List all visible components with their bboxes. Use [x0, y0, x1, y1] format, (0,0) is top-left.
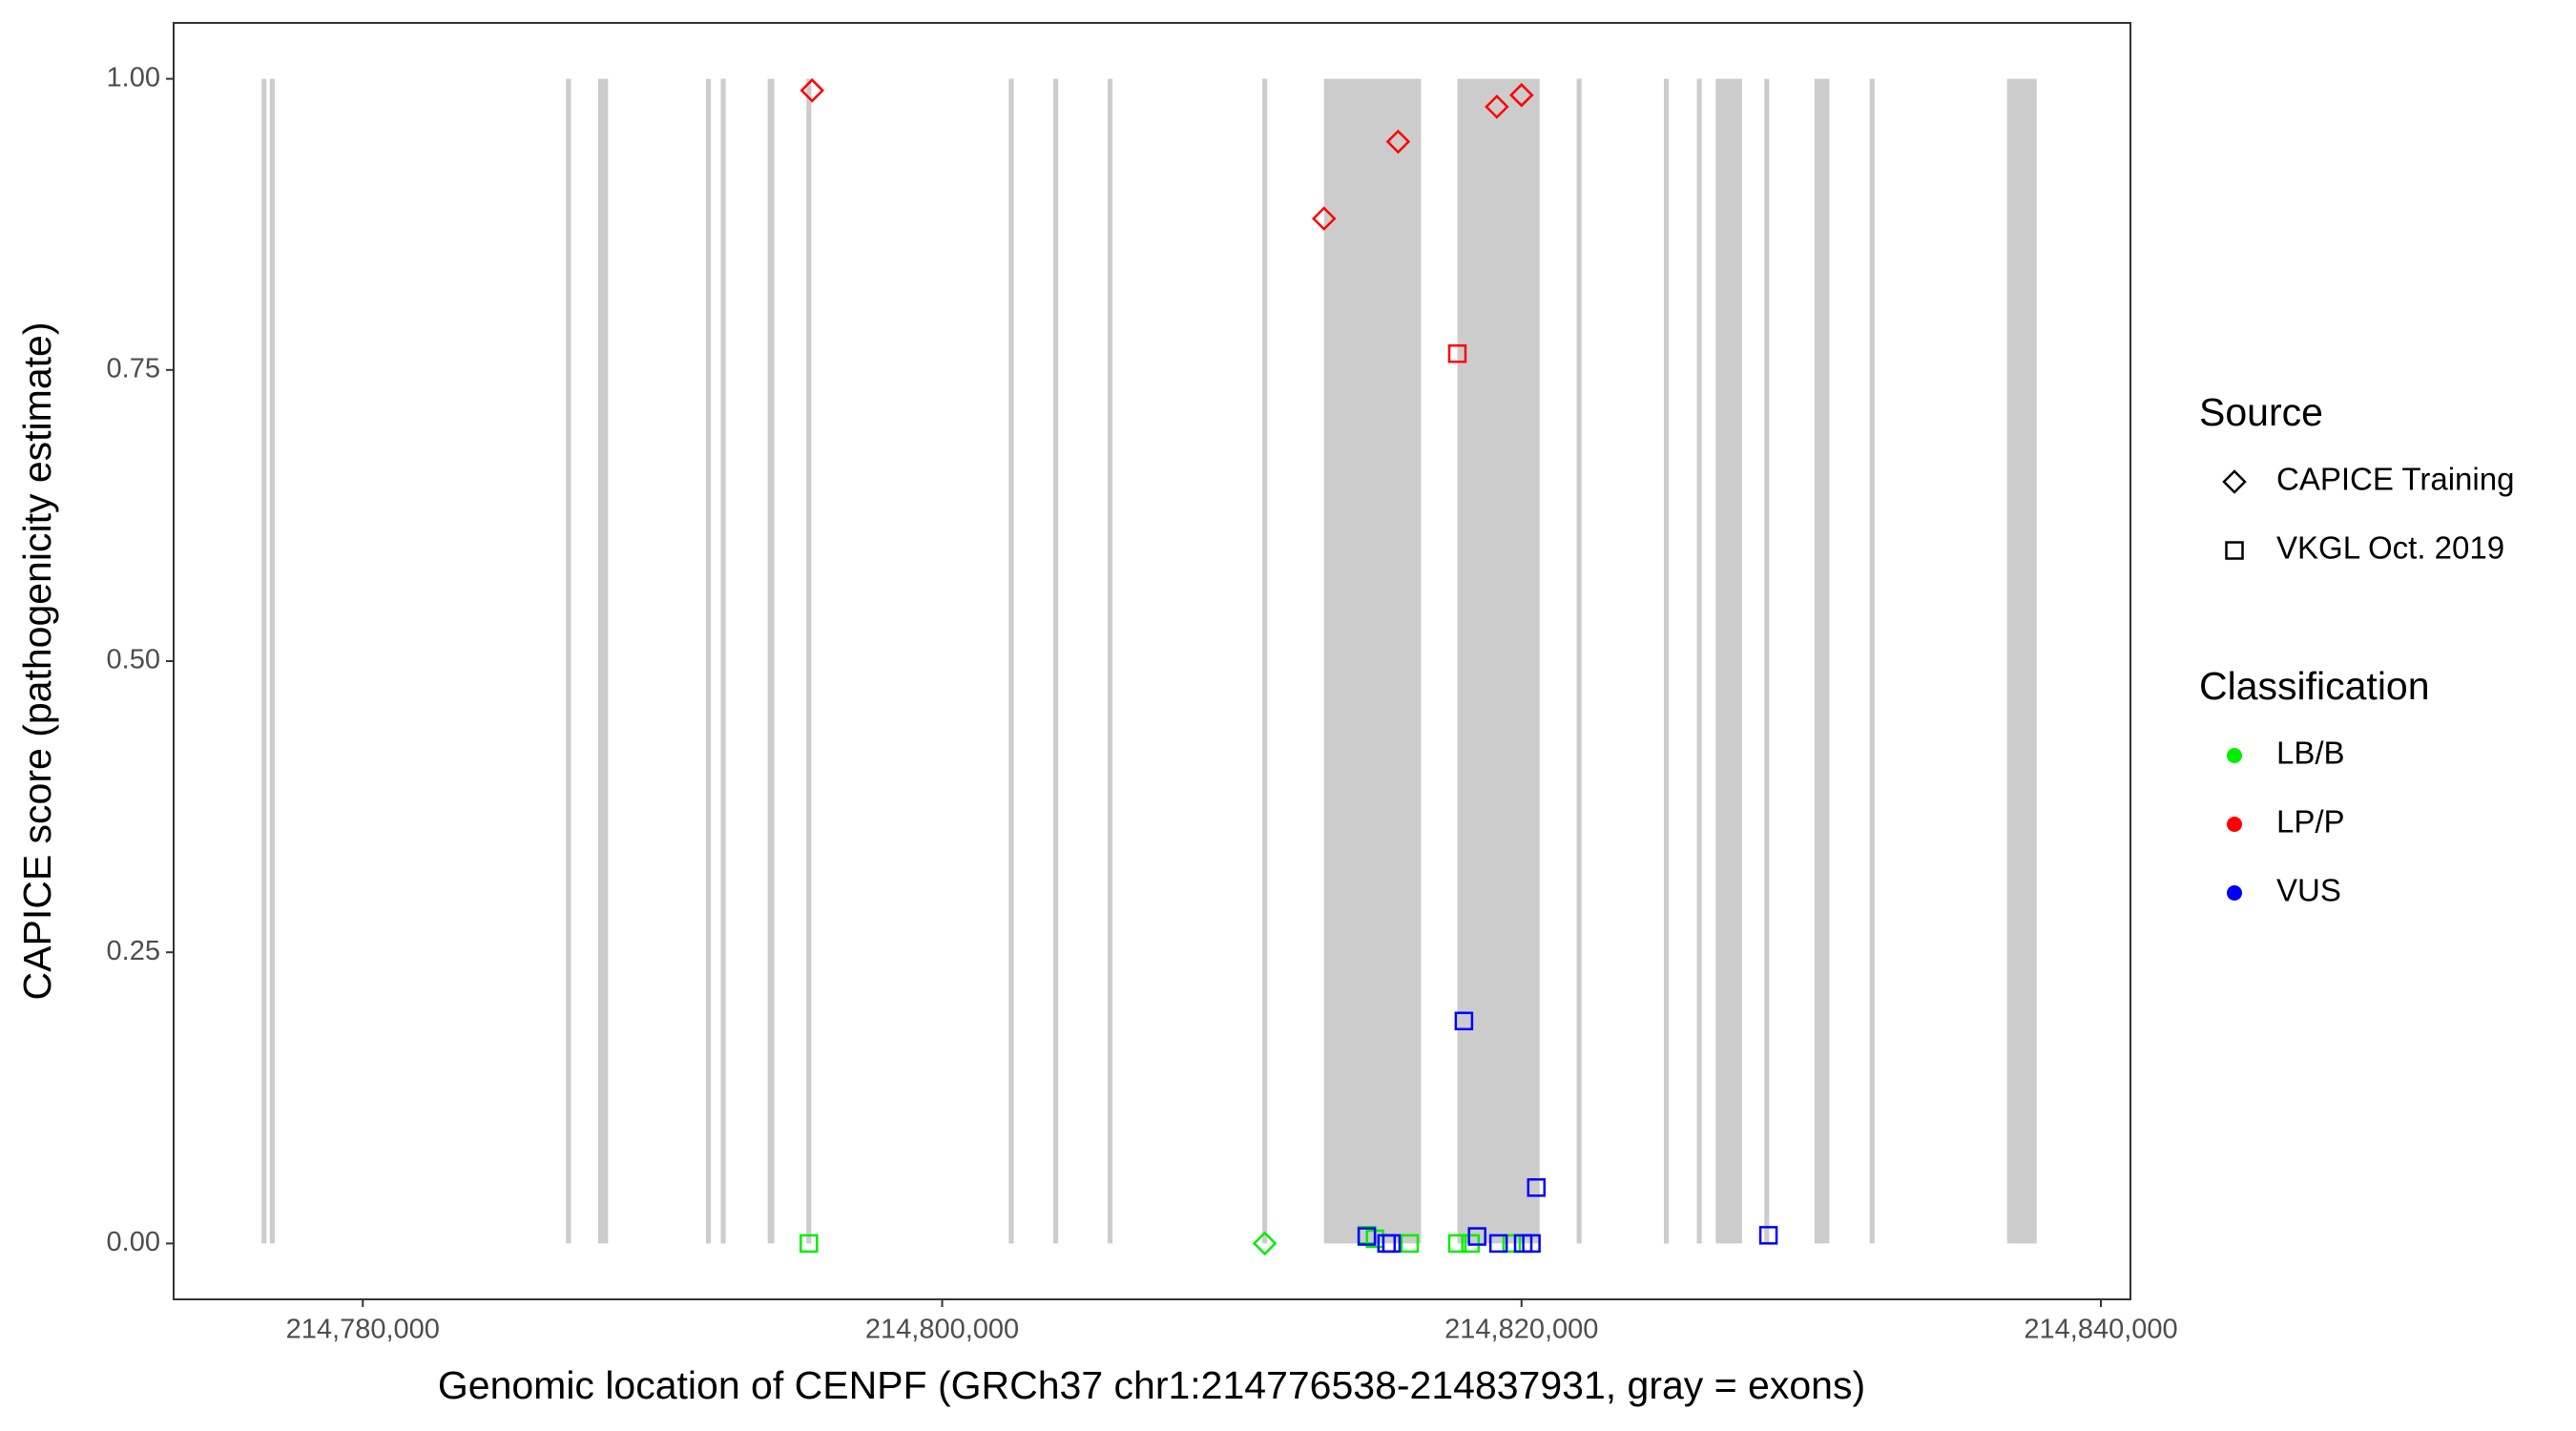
plot-border	[173, 22, 2131, 1300]
point	[800, 78, 824, 103]
exon	[261, 23, 267, 1299]
legend-title: Source	[2199, 390, 2323, 434]
exon	[1262, 23, 1268, 1299]
exon	[1576, 23, 1582, 1299]
point	[1252, 1231, 1278, 1256]
x-tick-label: 214,820,000	[1444, 1315, 1598, 1345]
point	[1758, 1226, 1778, 1245]
point	[1509, 82, 1534, 108]
point	[1447, 343, 1467, 363]
point	[1454, 1011, 1474, 1030]
x-tick-label: 214,840,000	[2024, 1315, 2177, 1345]
legend-label: LP/P	[2276, 804, 2345, 840]
y-tick-label: 0.75	[107, 353, 160, 384]
y-tick-label: 1.00	[107, 62, 160, 93]
x-tick-label: 214,800,000	[865, 1315, 1019, 1345]
x-tick-label: 214,780,000	[286, 1315, 440, 1345]
point	[1385, 129, 1411, 155]
exon	[1107, 23, 1113, 1299]
legend-key	[2222, 469, 2247, 494]
legend-label: CAPICE Training	[2276, 462, 2514, 497]
legend-label: LB/B	[2276, 736, 2345, 771]
exon	[1052, 23, 1059, 1299]
point	[1400, 1234, 1420, 1254]
point	[1502, 1234, 1522, 1254]
point	[1381, 1234, 1402, 1254]
exon	[720, 23, 726, 1299]
exon	[767, 23, 775, 1299]
exon	[1323, 23, 1422, 1299]
point	[1522, 1234, 1541, 1254]
exon	[2006, 23, 2037, 1299]
exon	[269, 23, 275, 1299]
y-tick-label: 0.50	[107, 645, 160, 675]
legend-label: VUS	[2276, 873, 2341, 908]
exon	[1457, 23, 1540, 1299]
panel-pad	[174, 23, 2130, 79]
exon	[1814, 23, 1830, 1299]
point	[800, 1234, 819, 1254]
exon	[1715, 23, 1742, 1299]
exon	[1008, 23, 1014, 1299]
exon	[806, 23, 812, 1299]
legend-title: Classification	[2199, 664, 2430, 708]
y-axis-title: CAPICE score (pathogenicity estimate)	[15, 322, 59, 1001]
point	[1485, 94, 1509, 119]
exon	[566, 23, 571, 1299]
x-axis-title: Genomic location of CENPF (GRCh37 chr1:2…	[438, 1363, 1865, 1407]
exon	[1869, 23, 1875, 1299]
point	[1311, 206, 1337, 231]
exon	[705, 23, 712, 1299]
exon	[597, 23, 609, 1299]
exon	[1664, 23, 1670, 1299]
point	[1467, 1227, 1486, 1246]
legend-key	[2227, 748, 2242, 763]
legend-label: VKGL Oct. 2019	[2276, 530, 2504, 566]
point	[1447, 1234, 1467, 1254]
point	[1488, 1234, 1508, 1254]
point	[1357, 1227, 1377, 1246]
legend-key	[2227, 817, 2242, 832]
legend-key	[2225, 541, 2244, 560]
exon	[1764, 23, 1770, 1299]
exon	[1696, 23, 1702, 1299]
point	[1527, 1178, 1547, 1197]
y-tick-label: 0.25	[107, 936, 160, 966]
panel-pad	[174, 1243, 2130, 1299]
legend-key	[2227, 885, 2242, 901]
y-tick-label: 0.00	[107, 1227, 160, 1257]
